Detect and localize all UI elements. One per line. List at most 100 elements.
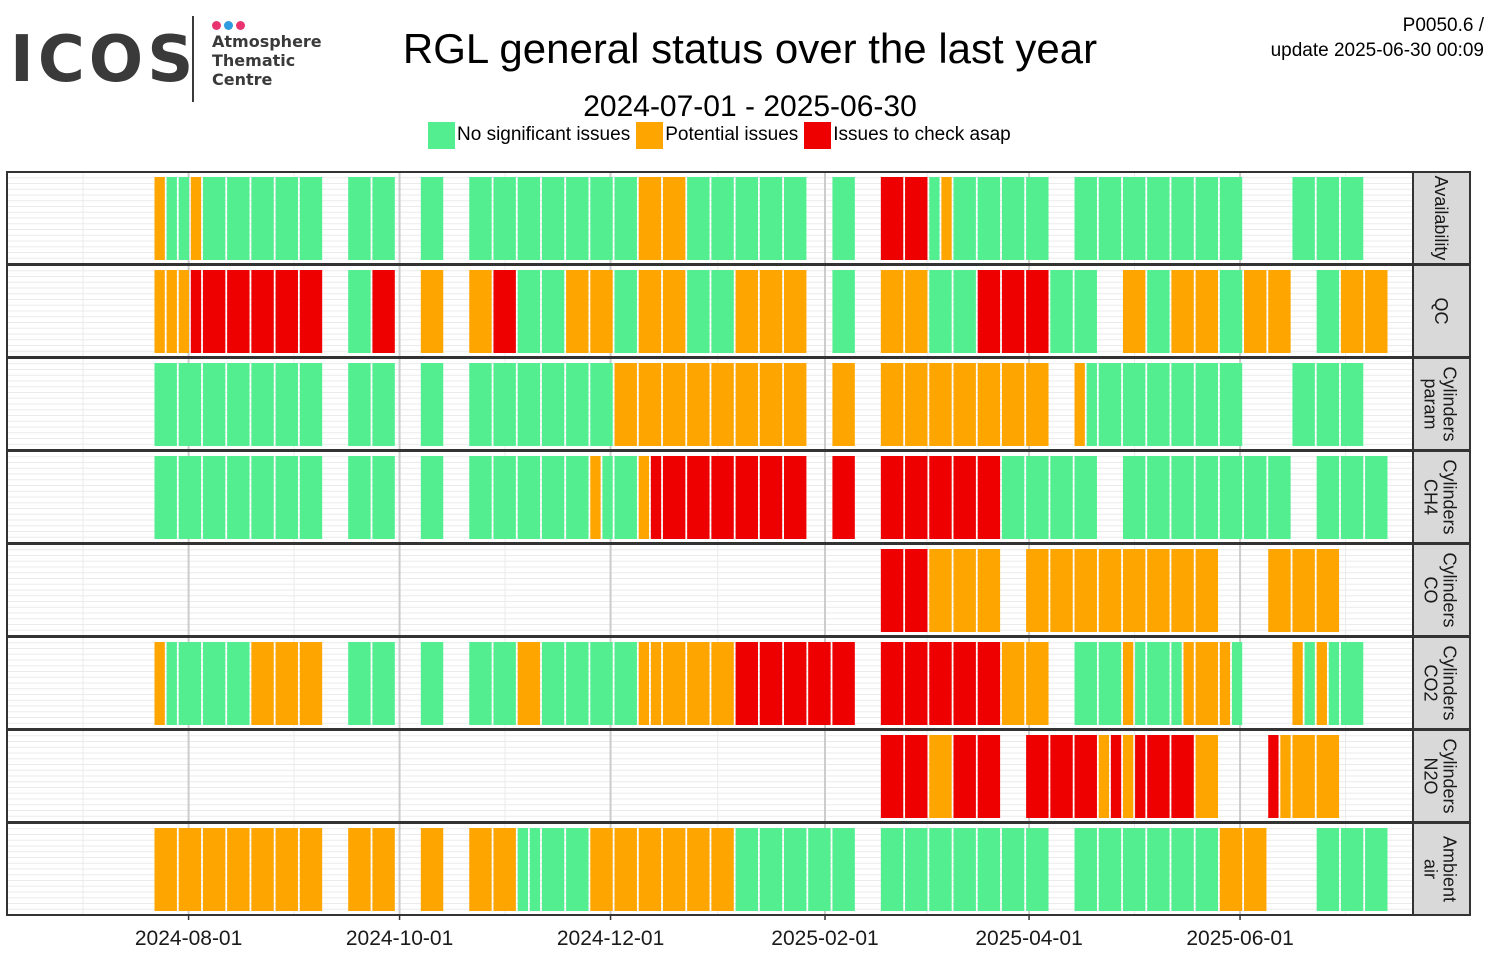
status-cell: [953, 735, 976, 818]
status-cell: [929, 177, 940, 260]
status-cell: [929, 828, 952, 911]
status-cell: [1195, 549, 1219, 632]
status-cell: [1231, 642, 1243, 725]
status-cell: [1195, 456, 1219, 539]
status-cell: [1001, 177, 1025, 260]
status-cell: [880, 177, 904, 260]
status-cell: [517, 177, 541, 260]
status-cell: [1110, 735, 1122, 818]
status-cell: [1135, 642, 1146, 725]
status-cell: [880, 270, 904, 353]
status-cell: [711, 363, 734, 446]
status-cell: [517, 642, 541, 725]
status-cell: [977, 828, 1001, 911]
status-cell: [1147, 642, 1170, 725]
status-cell: [348, 456, 371, 539]
status-cell: [372, 177, 395, 260]
status-cell: [1074, 735, 1097, 818]
status-cell: [662, 828, 686, 911]
status-cell: [1026, 456, 1049, 539]
legend: No significant issues Potential issues Iss…: [428, 121, 1017, 149]
status-cell: [1122, 642, 1134, 725]
status-cell: [348, 363, 371, 446]
status-cell: [190, 270, 202, 353]
facet-label-line: CO: [1420, 577, 1440, 604]
x-tick-label: 2024-10-01: [346, 927, 453, 950]
status-cell: [299, 828, 323, 911]
status-cell: [711, 270, 734, 353]
status-cell: [1280, 735, 1291, 818]
status-cell: [1001, 270, 1025, 353]
status-cell: [759, 642, 783, 725]
status-cell: [202, 642, 226, 725]
status-cell: [178, 177, 190, 260]
status-cell: [469, 270, 492, 353]
status-cell: [1340, 456, 1364, 539]
status-cell: [420, 642, 444, 725]
status-cell: [1328, 642, 1340, 725]
status-cell: [1365, 456, 1388, 539]
status-cell: [348, 270, 371, 353]
status-cell: [614, 642, 637, 725]
status-cell: [1147, 177, 1170, 260]
status-cell: [1195, 828, 1219, 911]
icos-logo: ICOS Atmosphere Thematic Centre: [10, 14, 330, 106]
status-cell: [759, 828, 783, 911]
status-cell: [1001, 456, 1025, 539]
facet-strip: [1412, 264, 1471, 358]
status-cell: [1122, 270, 1146, 353]
status-cell: [541, 177, 565, 260]
status-cell: [1292, 642, 1303, 725]
status-cell: [590, 270, 613, 353]
update-timestamp: update 2025-06-30 00:09: [1270, 40, 1484, 61]
status-cell: [1147, 828, 1170, 911]
status-cell: [590, 828, 613, 911]
status-cell: [1001, 363, 1025, 446]
status-cell: [590, 363, 613, 446]
status-cell: [638, 177, 662, 260]
status-cell: [299, 270, 323, 353]
status-cell: [1122, 363, 1146, 446]
status-cell: [638, 456, 650, 539]
status-cell: [1340, 177, 1364, 260]
status-cell: [202, 270, 226, 353]
status-cell: [735, 642, 758, 725]
facet-label-line: Cylinders: [1439, 552, 1459, 627]
facet-label-line: N2O: [1420, 757, 1440, 794]
status-cell: [614, 177, 637, 260]
status-cell: [1316, 270, 1340, 353]
status-cell: [1171, 828, 1194, 911]
status-cell: [977, 363, 1001, 446]
status-cell: [1171, 456, 1194, 539]
status-cell: [1098, 177, 1122, 260]
status-cell: [953, 456, 976, 539]
status-cell: [1183, 642, 1194, 725]
status-cell: [1316, 363, 1340, 446]
facet-label: CylindersCO2: [1420, 645, 1459, 720]
status-cell: [735, 363, 758, 446]
status-cell: [469, 456, 492, 539]
status-cell: [977, 735, 1001, 818]
status-cell: [735, 828, 758, 911]
logo-subtitle: Atmosphere Thematic Centre: [212, 32, 322, 89]
status-cell: [166, 270, 177, 353]
status-cell: [154, 363, 177, 446]
status-cell: [953, 642, 976, 725]
status-cell: [905, 363, 928, 446]
status-cell: [1292, 549, 1315, 632]
facet-label: CylindersN2O: [1420, 738, 1459, 813]
status-cell: [1147, 549, 1170, 632]
status-cell: [178, 270, 190, 353]
status-cell: [493, 363, 516, 446]
status-cell: [1340, 828, 1364, 911]
status-cell: [566, 363, 589, 446]
status-cell: [227, 363, 250, 446]
status-cell: [929, 363, 952, 446]
status-cell: [372, 456, 395, 539]
status-cell: [953, 177, 976, 260]
status-cell: [929, 549, 952, 632]
status-cell: [348, 642, 371, 725]
status-cell: [638, 270, 662, 353]
status-cell: [905, 642, 928, 725]
facet-label-line: CO2: [1420, 664, 1440, 701]
